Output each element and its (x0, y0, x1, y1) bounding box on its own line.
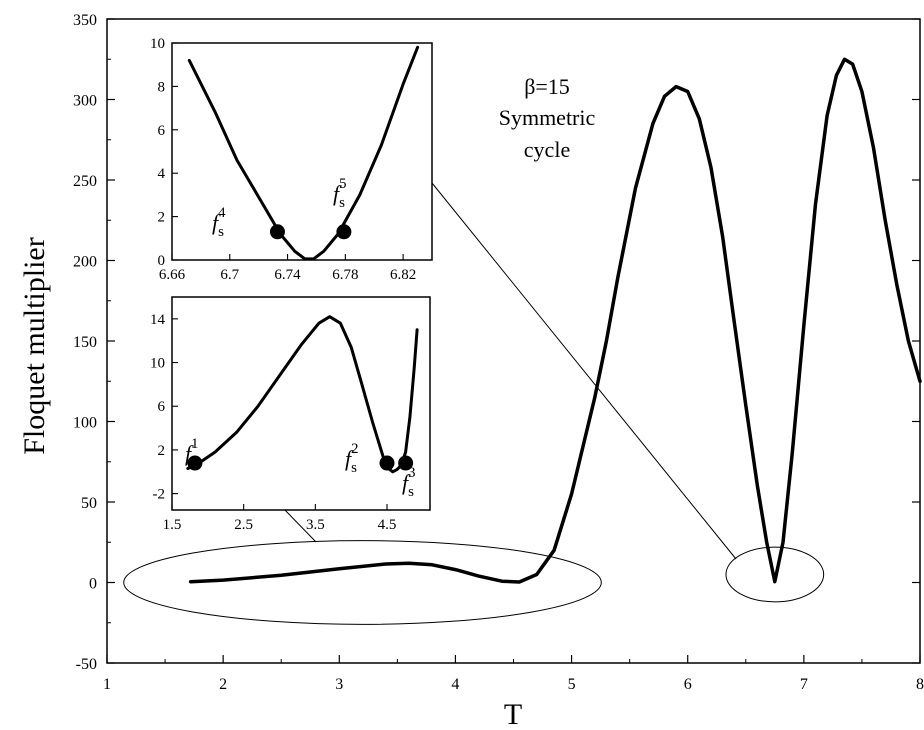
inset-x-tick-label: 4.5 (378, 517, 397, 533)
y-tick-label: 350 (73, 12, 97, 29)
inset-upper-label-fs4: fs4 (212, 205, 226, 240)
inset-lower-frame (171, 296, 431, 511)
x-tick-label: 2 (219, 676, 227, 693)
annotation-cycle: cycle (524, 137, 570, 162)
fixed-point-marker (187, 455, 203, 471)
x-tick-label: 6 (684, 676, 692, 693)
x-tick-label: 5 (568, 676, 576, 693)
y-tick-label: 150 (73, 334, 97, 351)
inset-y-tick-label: 6 (158, 123, 166, 139)
inset-x-tick-label: 6.66 (159, 267, 186, 283)
inset-y-tick-label: 6 (158, 399, 166, 415)
y-tick-label: 250 (73, 173, 97, 190)
inset-upper-frame (171, 42, 433, 261)
inset-y-tick-label: 2 (158, 210, 166, 226)
inset-y-tick-label: 4 (158, 166, 166, 182)
zoom-ellipse (123, 540, 602, 625)
inset-upper: 6.66 6.7 6.74 6.78 6.82 0 2 4 6 8 10 fs4 fs5 (150, 36, 433, 283)
zoom-ellipses (123, 540, 825, 625)
inset-x-tick-label: 6.78 (332, 267, 358, 283)
inset-upper-points (269, 224, 352, 240)
main-ticks (106, 18, 921, 664)
inset-lower-points (187, 455, 414, 471)
y-tick-label: 0 (89, 576, 97, 593)
inset-series-line (187, 45, 420, 261)
inset-y-tick-label: 10 (150, 356, 165, 372)
y-axis-title: Floquet multiplier (18, 237, 51, 455)
x-tick-label: 8 (916, 676, 924, 693)
fixed-point-marker (398, 455, 414, 471)
inset-y-tick-label: 14 (150, 312, 166, 328)
inset-lower-ticks (171, 318, 388, 510)
main-series (188, 57, 922, 584)
zoom-ellipse (725, 546, 825, 603)
inset-y-tick-label: 2 (158, 443, 166, 459)
inset-lower-tick-labels: 1.5 2.5 3.5 4.5 -2 2 6 10 14 (150, 312, 396, 533)
inset-y-tick-label: 10 (150, 36, 165, 52)
connector-upper (431, 182, 737, 560)
fixed-point-marker (379, 455, 395, 471)
x-tick-label: 1 (103, 676, 111, 693)
inset-y-tick-label: 0 (158, 253, 166, 269)
fixed-point-marker (269, 224, 285, 240)
annotation-beta: β=15 (524, 74, 570, 99)
inset-upper-label-fs5: fs5 (333, 176, 346, 211)
y-tick-label: 200 (73, 254, 97, 271)
main-series-line (188, 57, 922, 584)
inset-lower-label-fs1: fs1 (185, 436, 198, 471)
y-tick-label: 100 (73, 415, 97, 432)
inset-x-tick-label: 1.5 (163, 517, 182, 533)
x-axis-title: T (504, 698, 522, 730)
inset-lower-label-fs2: fs2 (345, 441, 358, 476)
y-tick-label: -50 (76, 656, 97, 673)
inset-upper-ticks (171, 42, 404, 261)
x-tick-label: 4 (451, 676, 459, 693)
inset-y-tick-label: 8 (158, 79, 166, 95)
connector-lines (282, 182, 737, 560)
inset-x-tick-label: 3.5 (306, 517, 325, 533)
annotation-symmetric: Symmetric (499, 105, 596, 130)
inset-y-tick-label: -2 (153, 487, 166, 503)
inset-x-tick-label: 6.74 (274, 267, 301, 283)
inset-lower-label-fs3: fs3 (402, 465, 415, 500)
inset-lower: 1.5 2.5 3.5 4.5 -2 2 6 10 14 fs1 fs2 fs3 (150, 296, 431, 533)
inset-upper-tick-labels: 6.66 6.7 6.74 6.78 6.82 0 2 4 6 8 10 (150, 36, 416, 283)
connector-lower (282, 507, 317, 543)
fixed-point-marker (336, 224, 352, 240)
x-tick-label: 3 (335, 676, 343, 693)
inset-x-tick-label: 2.5 (234, 517, 253, 533)
y-tick-label: 50 (81, 495, 97, 512)
inset-x-tick-label: 6.7 (220, 267, 239, 283)
x-tick-label: 7 (800, 676, 808, 693)
inset-upper-series (187, 45, 420, 261)
y-tick-label: 300 (73, 93, 97, 110)
inset-x-tick-label: 6.82 (390, 267, 416, 283)
